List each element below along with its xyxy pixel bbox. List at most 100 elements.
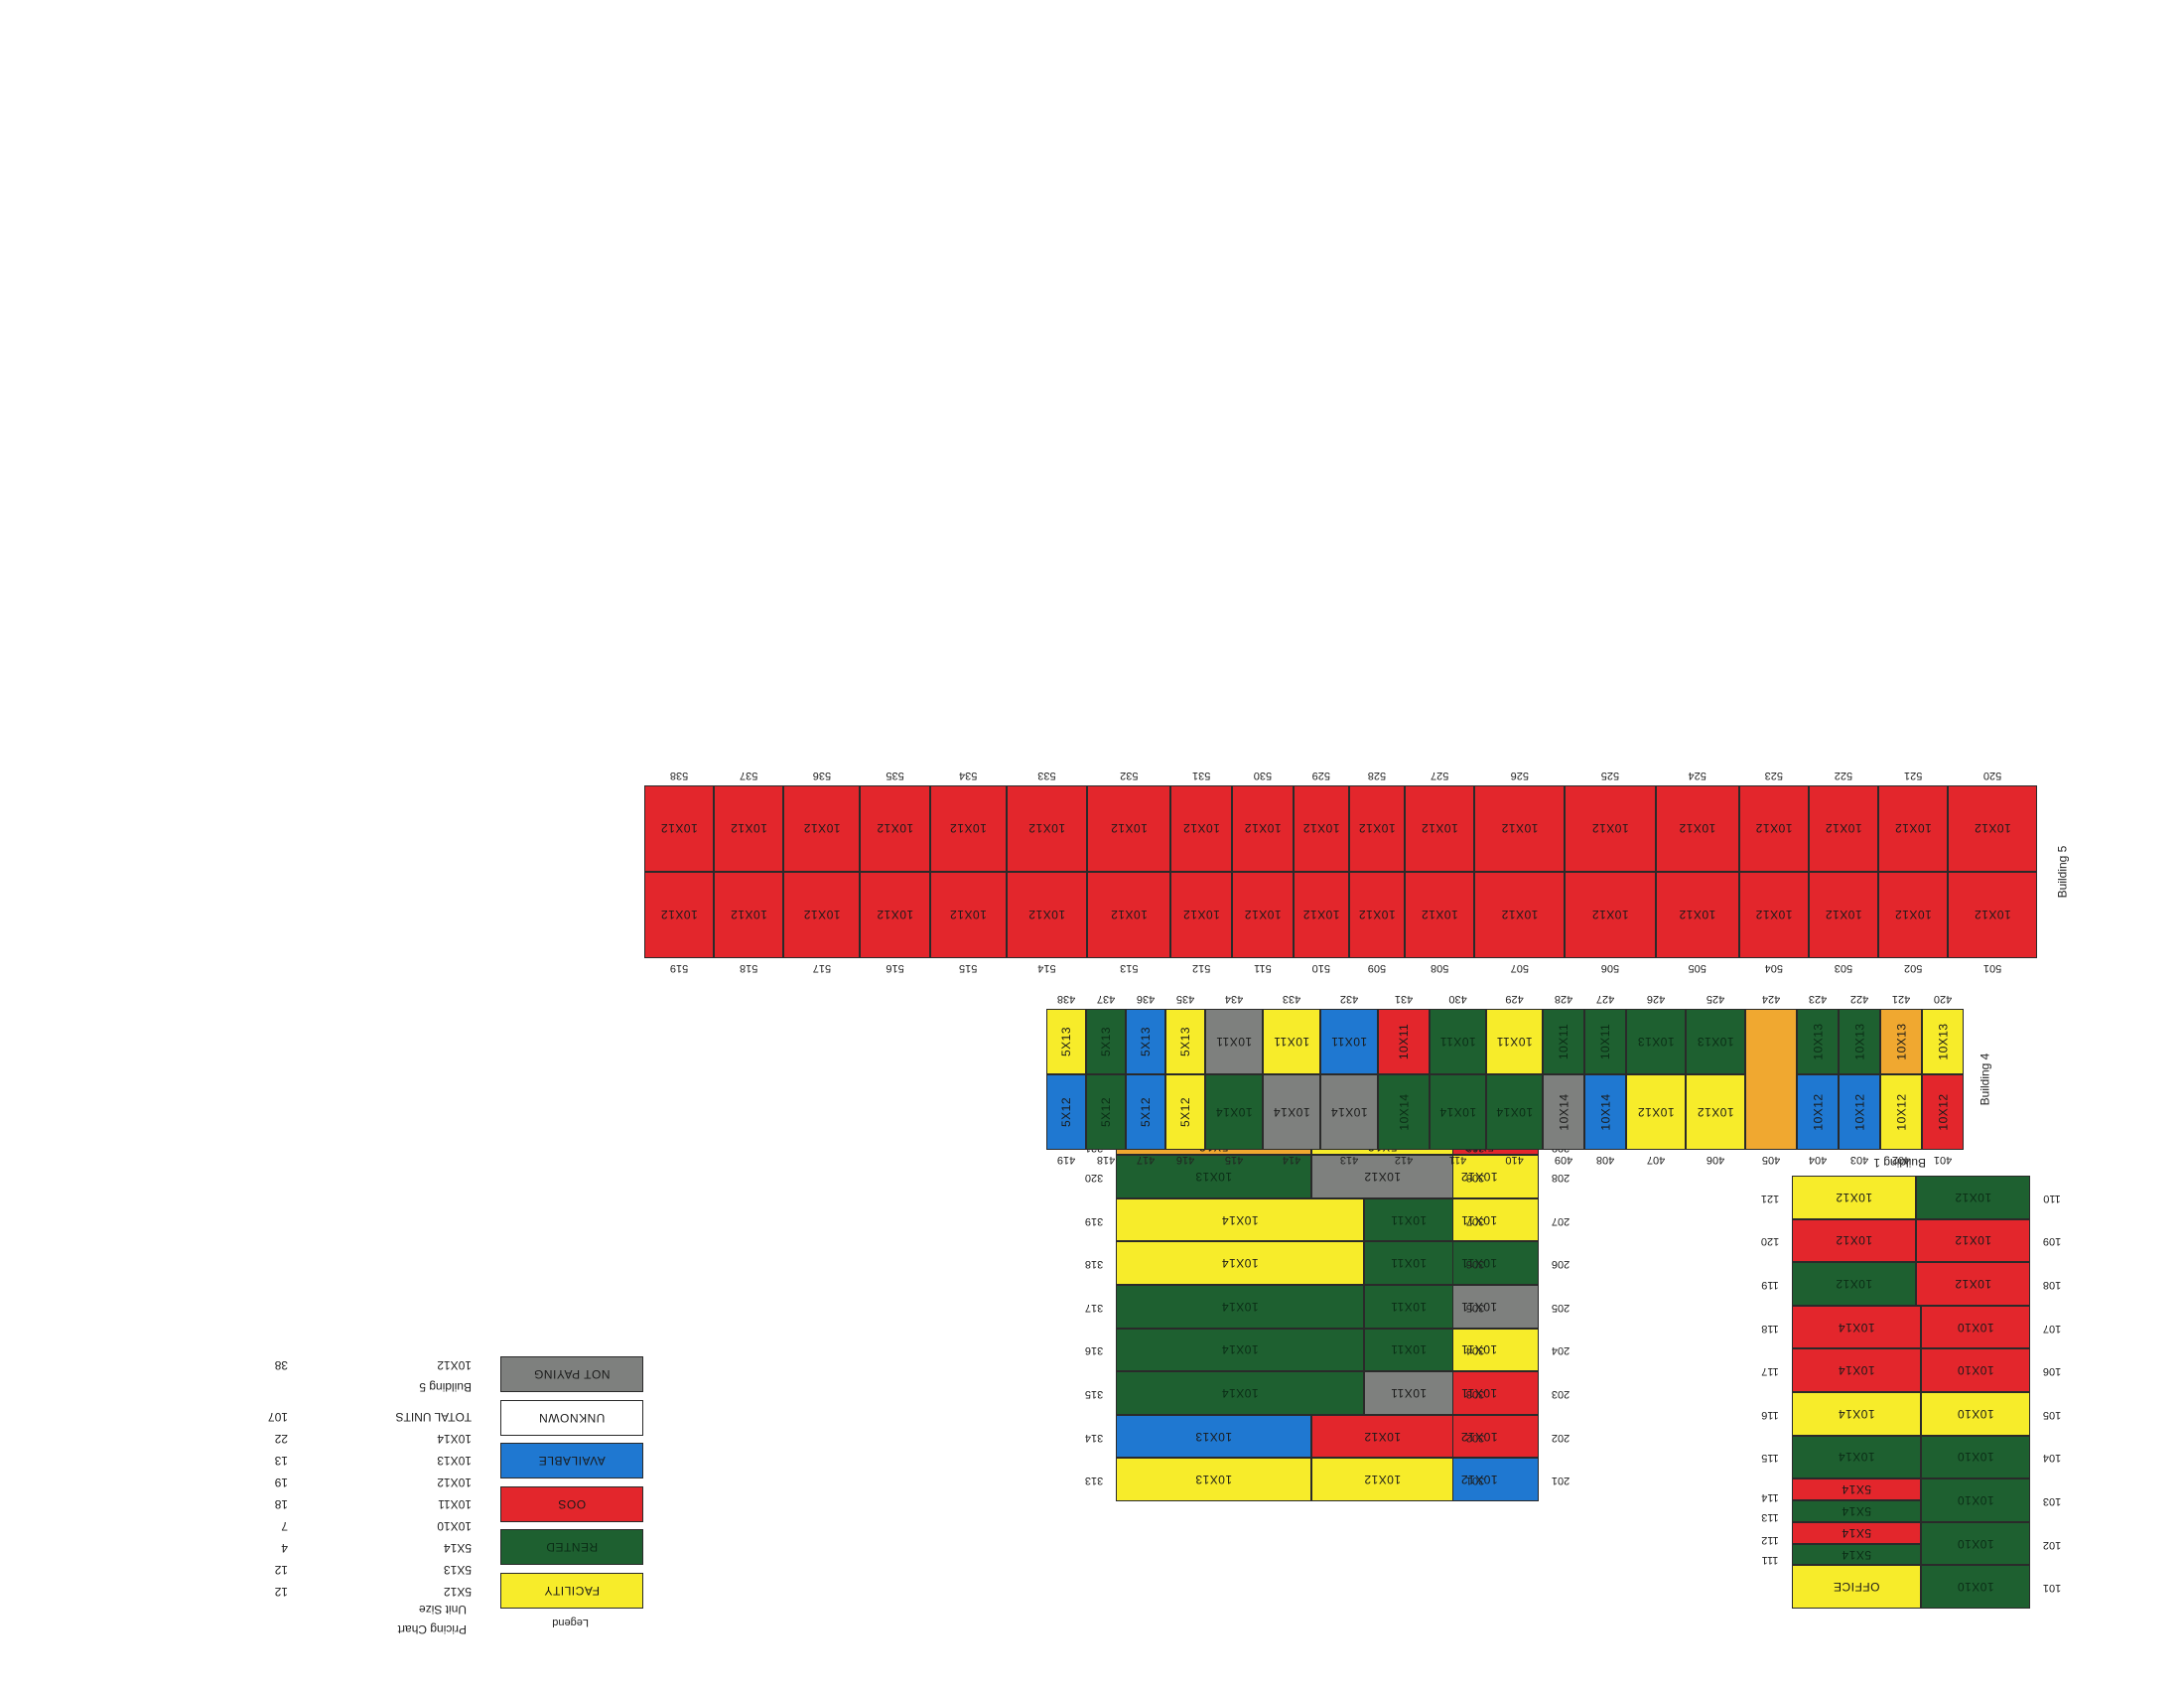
unit-size-label: 5X13 [1099, 1026, 1113, 1057]
unit-number: 533 [1037, 770, 1056, 781]
unit-size-label: 5X13 [1139, 1026, 1153, 1057]
building-title: Building 4 [1978, 1053, 1992, 1106]
unit-size-label: 10X12 [1110, 908, 1148, 922]
legend-item-rented: RENTED [500, 1529, 643, 1566]
unit-size-label: 10X12 [1358, 821, 1396, 836]
unit-435: 5X13 [1165, 1009, 1205, 1074]
unit-104-back: 10X14 [1792, 1435, 1921, 1479]
unit-5x14: 5X14 [1792, 1478, 1921, 1500]
unit-number: 109 [2042, 1235, 2062, 1248]
unit-number: 429 [1505, 993, 1524, 1005]
unit-104: 10X10 [1921, 1435, 2030, 1479]
unit-number: 117 [1761, 1365, 1779, 1378]
unit-number: 417 [1136, 1154, 1156, 1166]
unit-size-label: 10X11 [1390, 1212, 1428, 1227]
unit-size-label: 10X12 [730, 908, 767, 922]
unit-size-label: 10X12 [1835, 1233, 1873, 1248]
unit-number: 513 [1120, 962, 1139, 974]
unit-438: 5X13 [1046, 1009, 1086, 1074]
unit-number: 520 [1982, 770, 2002, 781]
unit-size-label: 10X10 [1957, 1363, 1994, 1378]
unit-number: 105 [2042, 1408, 2062, 1421]
unit-size-label: 10X12 [1591, 908, 1629, 922]
unit-size-label: 10X12 [1825, 821, 1862, 836]
unit-105-back: 10X14 [1792, 1392, 1921, 1436]
unit-number: 106 [2042, 1365, 2062, 1378]
unit-522: 10X12 [1808, 785, 1879, 872]
unit-number: 102 [2042, 1538, 2062, 1551]
pricing-size: 5X12 [443, 1585, 472, 1599]
unit-417: 5X12 [1126, 1074, 1165, 1150]
pricing-count: 4 [281, 1541, 288, 1555]
unit-number: 512 [1192, 962, 1211, 974]
unit-number: 529 [1311, 770, 1331, 781]
unit-size-label: 10X13 [1852, 1023, 1867, 1060]
unit-427: 10X11 [1584, 1009, 1626, 1074]
unit-426: 10X13 [1626, 1009, 1686, 1074]
unit-number: 410 [1505, 1154, 1524, 1166]
pricing-count: 18 [274, 1497, 288, 1511]
unit-size-label: 10X10 [1957, 1536, 1994, 1551]
unit-size-label: 10X14 [1438, 1105, 1477, 1119]
unit-507: 10X12 [1474, 872, 1566, 958]
building-title: Building 5 [2055, 845, 2070, 899]
unit-size-label: OFFICE [1833, 1580, 1880, 1595]
unit-101: 10X10 [1921, 1565, 2030, 1609]
pricing-size: 5X13 [443, 1563, 472, 1577]
unit-406: 10X12 [1686, 1074, 1745, 1150]
pricing-size: 10X11 [438, 1497, 472, 1511]
unit-number: 404 [1808, 1154, 1828, 1166]
unit-size-label: 10X14 [1838, 1450, 1875, 1465]
unit-number: 413 [1339, 1154, 1359, 1166]
unit-number: 528 [1367, 770, 1387, 781]
unit-number: 517 [812, 962, 832, 974]
pricing-b5-count: 38 [274, 1358, 288, 1372]
unit-106-back: 10X14 [1792, 1348, 1921, 1392]
unit-size-label: 10X13 [1194, 1429, 1233, 1444]
unit-number: 401 [1933, 1154, 1953, 1166]
unit-size-label: 10X13 [1936, 1023, 1951, 1060]
unit-301: 10X12 [1311, 1458, 1453, 1501]
unit-size-label: 10X12 [1852, 1093, 1867, 1131]
unit-size-label: 5X12 [1099, 1096, 1113, 1128]
unit-size-label: 10X12 [1182, 908, 1220, 922]
unit-size-label: 10X14 [1221, 1342, 1259, 1357]
unit-size-label: 10X11 [1397, 1023, 1411, 1060]
unit-number: 110 [2043, 1192, 2061, 1204]
unit-532: 10X12 [1087, 785, 1171, 872]
unit-number: 317 [1084, 1301, 1104, 1314]
unit-number: 436 [1136, 993, 1156, 1005]
unit-number: 405 [1761, 1154, 1781, 1166]
unit-size-label: 10X12 [1110, 821, 1148, 836]
unit-432: 10X11 [1320, 1009, 1378, 1074]
unit-size-label: 10X12 [1363, 1473, 1402, 1487]
unit-513: 10X12 [1087, 872, 1171, 958]
unit-number: 409 [1554, 1154, 1573, 1166]
unit-523: 10X12 [1738, 785, 1809, 872]
unit-size-label: 10X11 [1496, 1035, 1533, 1049]
unit-number: 308 [1465, 1172, 1485, 1184]
unit-number: 432 [1339, 993, 1359, 1005]
unit-407: 10X12 [1626, 1074, 1686, 1150]
unit-530: 10X12 [1232, 785, 1294, 872]
unit-509: 10X12 [1348, 872, 1406, 958]
unit-415: 10X14 [1205, 1074, 1263, 1150]
unit-number: 502 [1903, 962, 1923, 974]
unit-number: 522 [1834, 770, 1853, 781]
unit-425: 10X13 [1686, 1009, 1745, 1074]
unit-number: 201 [1551, 1475, 1570, 1487]
unit-size-label: 10X13 [1811, 1023, 1826, 1060]
unit-size-label: 10X14 [1221, 1212, 1259, 1227]
unit-317: 10X14 [1116, 1285, 1364, 1329]
unit-422: 10X13 [1839, 1009, 1880, 1074]
unit-528: 10X12 [1348, 785, 1406, 872]
unit-size-label: 10X12 [1811, 1093, 1826, 1131]
unit-514: 10X12 [1006, 872, 1088, 958]
unit-size-label: 5X12 [1178, 1096, 1192, 1128]
legend-item-unknown: UNKNOWN [500, 1400, 643, 1436]
unit-number: 202 [1551, 1431, 1570, 1444]
unit-number: 516 [886, 962, 904, 974]
unit-307: 10X11 [1364, 1197, 1453, 1242]
unit-size-label: 10X12 [1679, 821, 1716, 836]
unit-size-label: 10X11 [1390, 1386, 1428, 1401]
